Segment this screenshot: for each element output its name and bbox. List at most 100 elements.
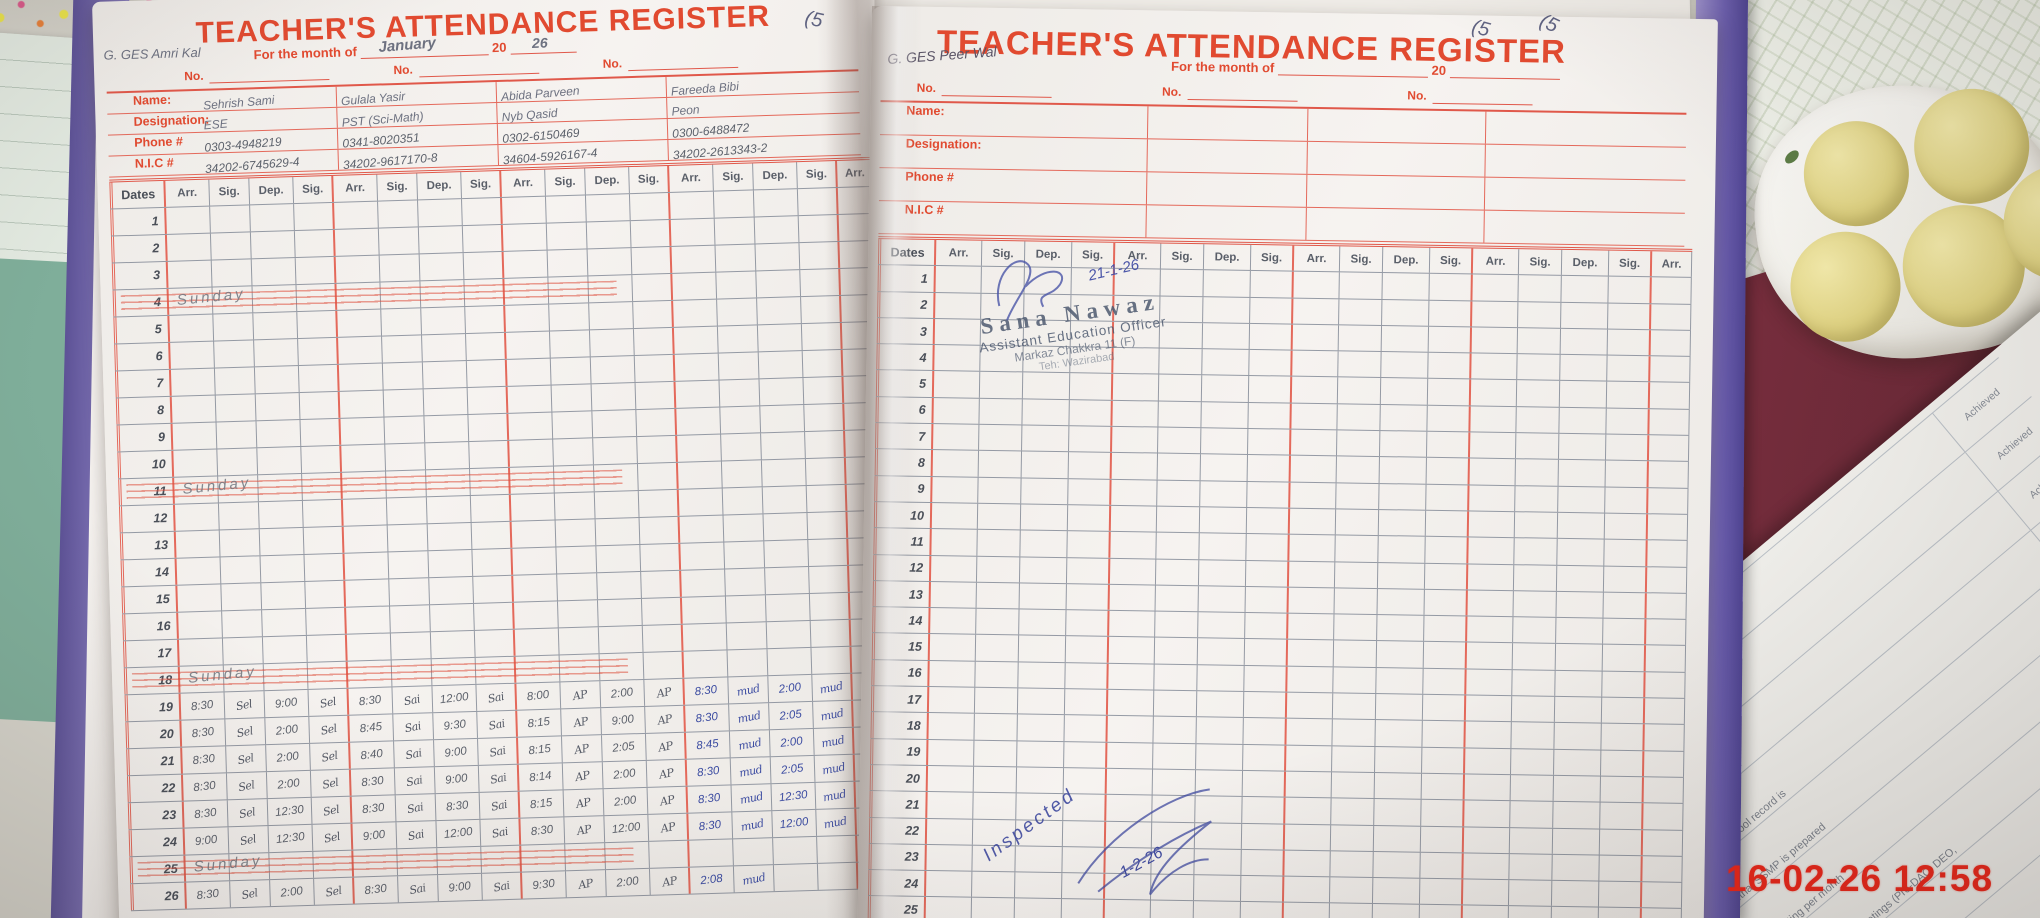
hand-entry: mud <box>738 762 764 780</box>
att-cell <box>256 419 302 448</box>
att-cell <box>721 460 763 488</box>
hand-entry: AP <box>574 768 591 784</box>
att-cell <box>1513 591 1557 617</box>
att-header-cell: Dep. <box>585 167 630 195</box>
att-cell <box>1378 509 1427 537</box>
att-cell <box>1607 329 1652 356</box>
att-cell <box>1107 689 1155 716</box>
att-cell <box>383 389 425 417</box>
att-cell-cut <box>1648 487 1689 514</box>
att-cell <box>758 351 804 379</box>
att-cell <box>1154 637 1199 664</box>
hand-entry: 8:30 <box>361 801 386 817</box>
att-cell <box>1551 880 1600 907</box>
att-cell <box>928 739 975 766</box>
att-cell <box>1197 638 1246 665</box>
att-cell <box>1018 662 1066 689</box>
att-cell <box>639 516 681 544</box>
att-cell <box>977 529 1021 556</box>
att-cell <box>299 391 341 419</box>
att-cell <box>304 553 346 581</box>
att-cell <box>727 649 769 677</box>
att-cell <box>932 450 980 477</box>
att-cell <box>1561 276 1609 303</box>
att-cell <box>342 498 388 526</box>
attendance-table: Dates Arr. Sig. Dep. Sig. Arr. Sig. Dep. Sig. Arr… <box>109 156 895 912</box>
att-cell <box>1511 722 1555 749</box>
att-cell <box>465 305 506 334</box>
att-cell <box>167 260 213 288</box>
no-label: No. <box>1407 88 1427 103</box>
att-cell: mud <box>729 730 771 758</box>
info-label: Phone # <box>133 134 184 150</box>
att-cell <box>552 411 594 439</box>
att-cell <box>629 192 671 221</box>
att-cell <box>1332 745 1376 772</box>
hand-entry: mud <box>735 681 761 699</box>
att-cell <box>1377 615 1425 642</box>
att-cell <box>1067 531 1111 558</box>
hand-entry: Sai <box>490 824 509 841</box>
att-cell <box>337 309 383 337</box>
att-cell <box>305 580 347 608</box>
no-label: No. <box>393 62 414 78</box>
att-cell <box>754 216 800 244</box>
att-cell-cut <box>1646 619 1687 646</box>
row-number: 7 <box>875 423 934 450</box>
att-cell <box>810 619 852 647</box>
info-cell <box>1486 112 1686 147</box>
att-cell <box>334 201 379 229</box>
att-cell <box>1335 535 1379 562</box>
att-cell <box>221 583 263 611</box>
att-cell <box>171 395 217 423</box>
att-cell: Sai <box>395 794 437 822</box>
hand-entry: Sel <box>319 721 338 738</box>
att-cell <box>1198 586 1246 613</box>
att-cell <box>302 499 344 527</box>
att-cell <box>974 687 1019 714</box>
att-cell <box>1467 590 1514 617</box>
att-cell <box>1382 273 1430 300</box>
hand-entry: 8:45 <box>359 720 383 736</box>
att-cell: 12:00 <box>772 809 818 838</box>
att-cell <box>1336 483 1380 509</box>
att-cell <box>1511 696 1556 723</box>
att-cell: 8:30 <box>685 704 730 732</box>
handwritten-name: Fareeda Bibi <box>670 79 740 97</box>
att-cell <box>1424 563 1469 590</box>
att-cell-cut <box>1642 829 1684 856</box>
att-cell <box>722 487 764 515</box>
att-cell: Sai <box>479 791 521 819</box>
att-cell <box>462 224 504 253</box>
handwritten-designation: ESE <box>203 116 229 133</box>
att-header-dates: Dates <box>877 239 937 266</box>
att-header-cell: Sig. <box>377 173 419 201</box>
hand-entry: 12:00 <box>779 815 810 832</box>
att-cell <box>1066 583 1110 610</box>
att-cell <box>1465 695 1513 722</box>
att-cell <box>1599 855 1643 882</box>
hand-entry: Sel <box>236 723 255 740</box>
att-cell <box>1425 537 1469 563</box>
att-cell <box>558 627 600 655</box>
hand-entry: Sel <box>321 802 341 819</box>
att-header-cell: Dep. <box>1561 249 1610 276</box>
att-cell <box>427 522 473 551</box>
row-number: 24 <box>868 870 927 897</box>
att-cell: AP <box>644 678 686 706</box>
att-cell <box>1602 645 1647 671</box>
handwritten-phone: 0300-6488472 <box>671 120 750 139</box>
att-cell <box>1249 350 1293 377</box>
info-cell <box>1307 141 1486 177</box>
att-cell <box>210 205 251 233</box>
hand-entry: mud <box>741 870 767 888</box>
att-cell <box>927 765 975 792</box>
att-cell <box>974 740 1018 767</box>
month-blank <box>1277 60 1429 78</box>
att-cell <box>642 624 684 652</box>
att-cell <box>1559 407 1607 434</box>
hand-entry: Sai <box>489 797 509 814</box>
att-cell <box>1334 561 1379 588</box>
att-cell <box>294 202 335 231</box>
att-cell <box>1380 404 1428 431</box>
